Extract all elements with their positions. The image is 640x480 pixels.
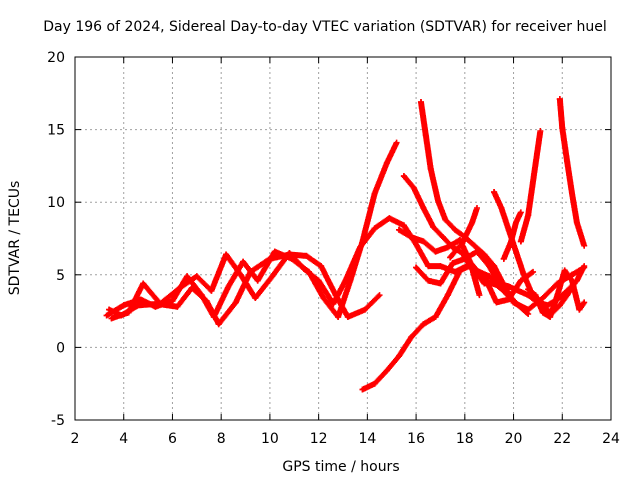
series-track-4 [359, 262, 531, 393]
series-markers [518, 130, 543, 245]
x-axis-label: GPS time / hours [282, 459, 399, 475]
y-tick-label: 15 [47, 123, 65, 139]
data-series [104, 96, 588, 392]
plot-frame [75, 57, 611, 420]
series-markers [557, 96, 587, 247]
y-axis-label: SDTVAR / TECUs [7, 181, 23, 296]
x-tick-label: 4 [119, 431, 128, 447]
x-tick-label: 24 [602, 431, 620, 447]
y-tick-label: 5 [56, 268, 65, 284]
y-tick-label: 20 [47, 50, 65, 66]
x-tick-label: 8 [217, 431, 226, 447]
y-tick-label: 0 [56, 340, 65, 356]
x-tick-label: 12 [310, 431, 328, 447]
y-tick-label: -5 [51, 413, 65, 429]
x-tick-label: 2 [71, 431, 80, 447]
x-tick-label: 16 [407, 431, 425, 447]
series-track-8 [413, 249, 529, 313]
y-tick-label: 10 [47, 195, 65, 211]
grid-lines [75, 57, 611, 420]
series-track-13 [557, 96, 587, 249]
chart-title: Day 196 of 2024, Sidereal Day-to-day VTE… [43, 19, 606, 35]
series-track-12 [518, 128, 543, 244]
x-tick-label: 22 [553, 431, 571, 447]
x-tick-label: 18 [456, 431, 474, 447]
x-tick-label: 10 [261, 431, 279, 447]
x-tick-label: 20 [505, 431, 523, 447]
x-tick-label: 14 [358, 431, 376, 447]
sdtvar-chart: Day 196 of 2024, Sidereal Day-to-day VTE… [0, 0, 640, 480]
x-tick-label: 6 [168, 431, 177, 447]
